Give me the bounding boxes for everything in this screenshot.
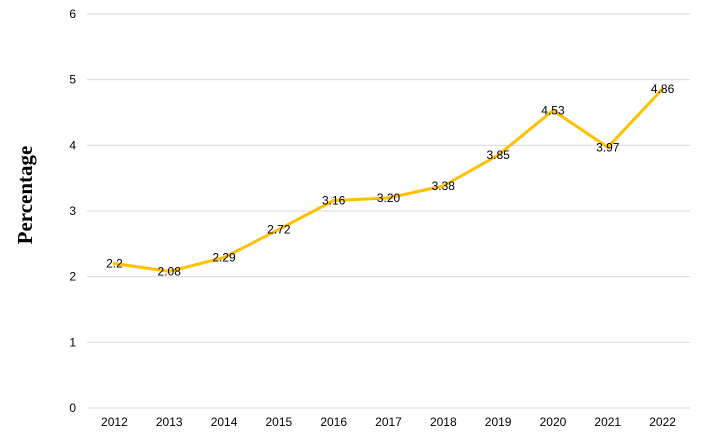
data-point <box>277 227 281 231</box>
y-tick-label: 2 <box>69 270 76 284</box>
x-tick-label: 2012 <box>101 415 128 429</box>
data-label: 3.20 <box>377 191 401 205</box>
data-label: 4.53 <box>541 104 565 118</box>
data-labels: 2.2 2.08 2.29 2.72 3.16 3.20 3.38 3.85 4.53 3.97 4… <box>106 82 675 279</box>
y-tick-label: 3 <box>69 204 76 218</box>
x-tick-label: 2014 <box>211 415 238 429</box>
y-tick-label: 1 <box>69 335 76 349</box>
x-tick-label: 2021 <box>594 415 621 429</box>
series-group <box>112 87 665 273</box>
y-axis-ticks: 0 1 2 3 4 5 6 <box>69 7 76 415</box>
data-point <box>441 184 445 188</box>
data-label: 3.97 <box>596 140 620 154</box>
x-tick-label: 2019 <box>485 415 512 429</box>
y-tick-label: 0 <box>69 401 76 415</box>
data-point <box>222 256 226 260</box>
data-point <box>661 87 665 91</box>
x-tick-label: 2020 <box>540 415 567 429</box>
x-tick-label: 2022 <box>649 415 676 429</box>
data-point <box>496 153 500 157</box>
data-point <box>606 145 610 149</box>
data-label: 2.29 <box>212 251 236 265</box>
data-point <box>551 109 555 113</box>
data-label: 3.16 <box>322 193 346 207</box>
x-tick-label: 2017 <box>375 415 402 429</box>
y-tick-label: 4 <box>69 138 76 152</box>
data-label: 2.2 <box>106 257 123 271</box>
data-point <box>112 262 116 266</box>
x-tick-label: 2013 <box>156 415 183 429</box>
data-label: 2.08 <box>158 264 182 278</box>
y-axis-label: Percentage <box>13 146 37 245</box>
gridlines <box>87 13 690 409</box>
data-label: 3.85 <box>486 148 510 162</box>
data-point <box>167 269 171 273</box>
x-tick-label: 2015 <box>266 415 293 429</box>
data-label: 3.38 <box>432 179 456 193</box>
data-point <box>332 198 336 202</box>
data-label: 2.72 <box>267 222 291 236</box>
series-line <box>112 87 665 273</box>
y-tick-label: 5 <box>69 73 76 87</box>
x-tick-label: 2018 <box>430 415 457 429</box>
data-label: 4.86 <box>651 82 675 96</box>
x-tick-label: 2016 <box>320 415 347 429</box>
y-tick-label: 6 <box>69 7 76 21</box>
data-point <box>387 196 390 200</box>
x-axis-ticks: 2012 2013 2014 2015 2016 2017 2018 2019 2020 2021… <box>101 415 676 429</box>
